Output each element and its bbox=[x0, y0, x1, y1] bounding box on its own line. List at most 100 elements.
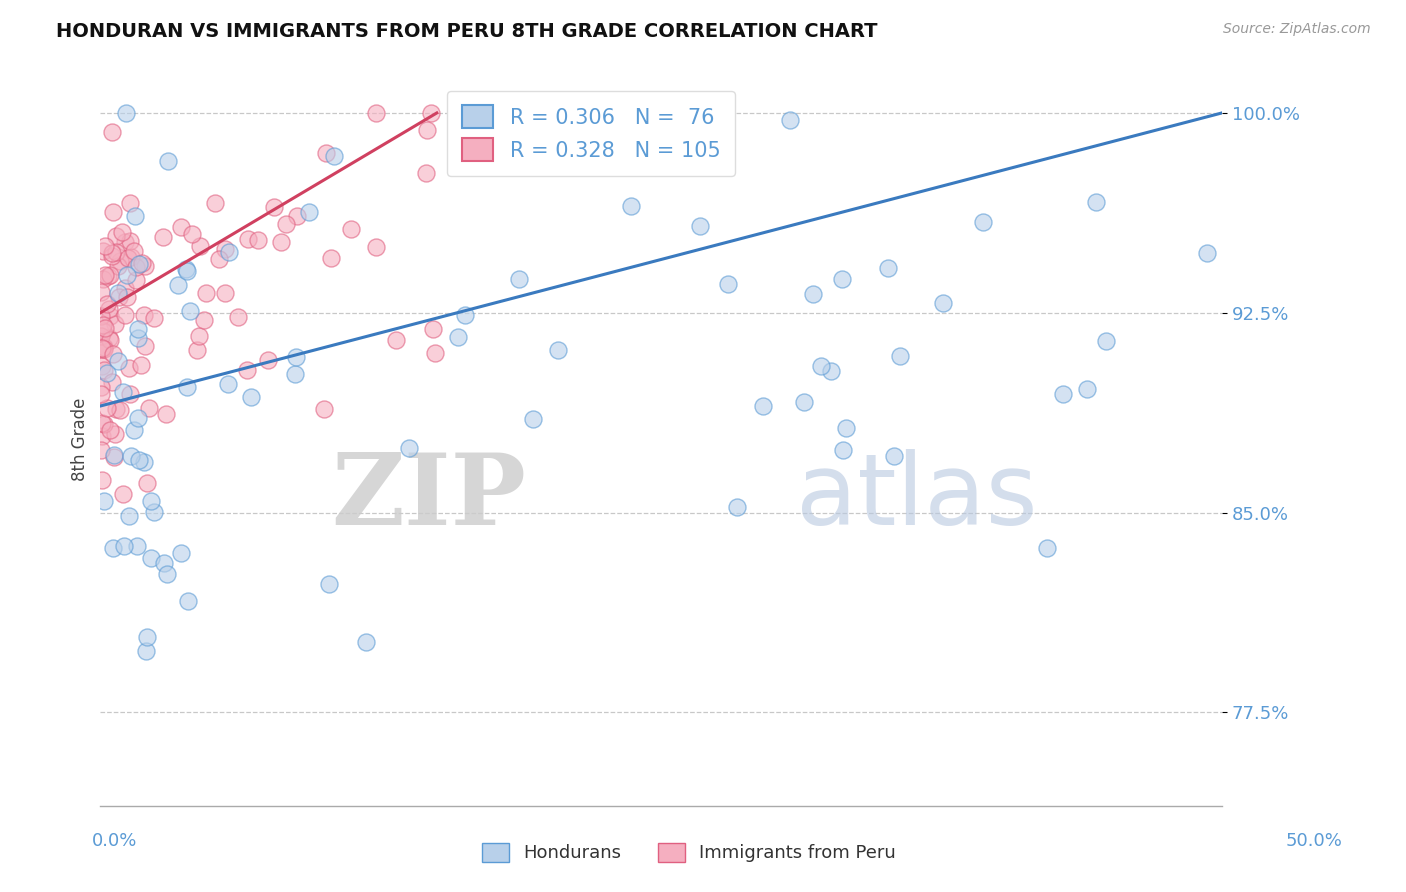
Point bbox=[97, 268, 120, 283]
Point bbox=[419, 106, 441, 120]
Text: atlas: atlas bbox=[796, 450, 1038, 547]
Point bbox=[415, 166, 437, 180]
Point bbox=[90, 343, 112, 357]
Point bbox=[103, 541, 125, 555]
Point bbox=[318, 577, 340, 591]
Point bbox=[122, 423, 145, 437]
Point bbox=[103, 448, 125, 462]
Point bbox=[122, 244, 145, 258]
Point bbox=[323, 149, 346, 163]
Point bbox=[416, 123, 439, 137]
Point bbox=[117, 251, 139, 265]
Point bbox=[801, 286, 824, 301]
Text: 0.0%: 0.0% bbox=[91, 831, 136, 849]
Point bbox=[98, 331, 121, 345]
Point bbox=[104, 245, 127, 260]
Point bbox=[104, 427, 127, 442]
Point bbox=[623, 155, 645, 169]
Point bbox=[93, 363, 115, 377]
Point bbox=[270, 235, 292, 250]
Point bbox=[155, 407, 177, 421]
Point bbox=[188, 239, 211, 253]
Point bbox=[1095, 334, 1118, 348]
Point bbox=[93, 494, 115, 508]
Point bbox=[176, 380, 198, 394]
Point bbox=[90, 285, 112, 299]
Point bbox=[398, 441, 420, 455]
Point bbox=[180, 227, 202, 242]
Point bbox=[134, 455, 156, 469]
Point bbox=[124, 260, 146, 274]
Point bbox=[91, 271, 114, 285]
Point bbox=[117, 360, 139, 375]
Point bbox=[141, 493, 163, 508]
Point bbox=[274, 217, 297, 231]
Point bbox=[135, 643, 157, 657]
Point bbox=[508, 272, 530, 286]
Point bbox=[103, 450, 125, 464]
Point bbox=[153, 557, 176, 571]
Point bbox=[117, 509, 139, 524]
Text: 50.0%: 50.0% bbox=[1286, 831, 1343, 849]
Point bbox=[820, 364, 842, 378]
Point bbox=[91, 244, 114, 259]
Point bbox=[94, 321, 117, 335]
Point bbox=[174, 262, 197, 277]
Point bbox=[127, 539, 149, 553]
Point bbox=[285, 209, 308, 223]
Point bbox=[120, 235, 142, 249]
Point bbox=[156, 567, 179, 582]
Point bbox=[90, 429, 112, 443]
Point bbox=[167, 278, 190, 293]
Point bbox=[247, 233, 270, 247]
Point bbox=[93, 340, 115, 354]
Point bbox=[204, 196, 226, 211]
Point bbox=[91, 473, 114, 487]
Point bbox=[96, 366, 118, 380]
Point bbox=[94, 239, 117, 253]
Point bbox=[104, 317, 127, 331]
Point bbox=[889, 349, 911, 363]
Point bbox=[91, 341, 114, 355]
Point bbox=[90, 417, 112, 431]
Point bbox=[717, 277, 740, 291]
Point bbox=[454, 308, 477, 322]
Point bbox=[132, 308, 155, 322]
Text: ZIP: ZIP bbox=[332, 450, 526, 547]
Point bbox=[283, 368, 305, 382]
Point bbox=[218, 244, 240, 259]
Point bbox=[114, 281, 136, 295]
Point bbox=[1197, 246, 1219, 260]
Point bbox=[1076, 382, 1098, 396]
Point bbox=[793, 395, 815, 409]
Point bbox=[127, 330, 149, 344]
Point bbox=[107, 354, 129, 368]
Point bbox=[90, 380, 112, 394]
Point bbox=[96, 401, 118, 416]
Point bbox=[217, 377, 239, 392]
Point bbox=[90, 387, 112, 401]
Point bbox=[194, 286, 217, 301]
Point bbox=[831, 272, 853, 286]
Point bbox=[354, 634, 377, 648]
Point bbox=[108, 291, 131, 305]
Point bbox=[98, 333, 121, 347]
Point bbox=[100, 376, 122, 390]
Text: HONDURAN VS IMMIGRANTS FROM PERU 8TH GRADE CORRELATION CHART: HONDURAN VS IMMIGRANTS FROM PERU 8TH GRA… bbox=[56, 22, 877, 41]
Point bbox=[131, 256, 153, 270]
Point bbox=[1052, 387, 1074, 401]
Point bbox=[141, 551, 163, 566]
Point bbox=[620, 199, 643, 213]
Point bbox=[1085, 195, 1108, 210]
Point bbox=[285, 350, 308, 364]
Point bbox=[91, 324, 114, 338]
Point bbox=[91, 318, 114, 332]
Point bbox=[170, 220, 193, 235]
Point bbox=[779, 112, 801, 127]
Point bbox=[138, 401, 160, 416]
Point bbox=[143, 505, 166, 519]
Point bbox=[93, 342, 115, 356]
Point bbox=[115, 268, 138, 282]
Point bbox=[385, 333, 408, 347]
Legend: Hondurans, Immigrants from Peru: Hondurans, Immigrants from Peru bbox=[475, 836, 903, 870]
